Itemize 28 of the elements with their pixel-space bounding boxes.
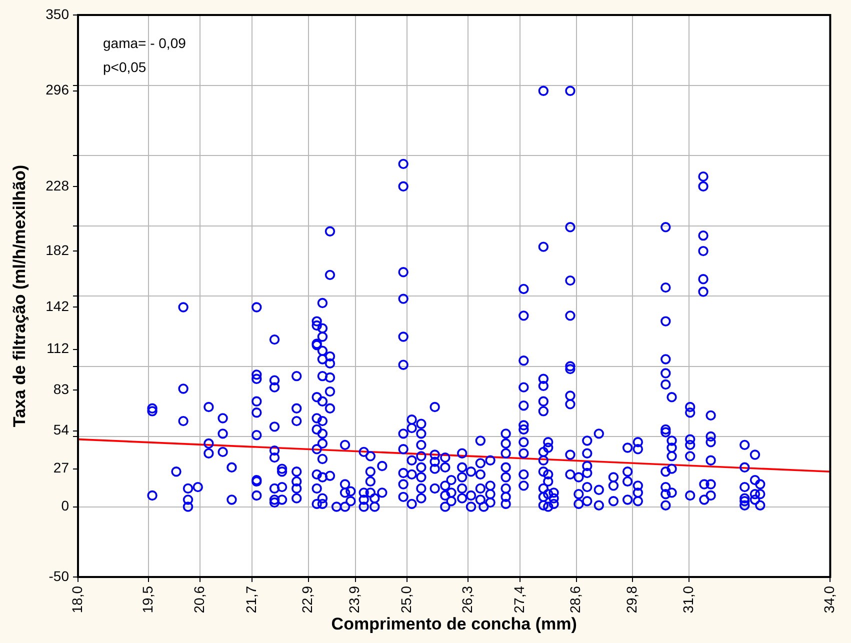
x-tick-label: 31,0	[680, 586, 696, 614]
annotation: p<0,05	[103, 58, 146, 75]
x-tick-label: 34,0	[821, 586, 838, 614]
y-tick-label: 54	[53, 422, 70, 438]
y-tick-label: 142	[46, 298, 70, 314]
y-tick-label: 350	[46, 6, 70, 22]
y-tick-label: 83	[53, 380, 70, 397]
y-tick-label: 182	[46, 242, 70, 258]
x-tick-label: 25,0	[398, 586, 414, 614]
x-tick-label: 26,3	[459, 586, 476, 614]
y-tick-label: 296	[46, 82, 70, 98]
x-tick-label: 23,9	[346, 586, 362, 614]
x-tick-label: 22,9	[299, 586, 316, 614]
y-tick-label: 27	[53, 460, 70, 476]
x-tick-label: 29,8	[624, 586, 640, 614]
y-tick-label: -50	[48, 568, 70, 584]
x-tick-label: 28,6	[567, 586, 584, 614]
x-tick-label: 19,5	[139, 586, 156, 614]
y-tick-label: 228	[46, 177, 70, 194]
annotation: gama= - 0,09	[103, 34, 186, 51]
x-tick-label: 21,7	[242, 586, 259, 614]
y-tick-label: 0	[61, 498, 70, 514]
x-tick-label: 18,0	[68, 586, 85, 614]
x-axis-title: Comprimento de concha (mm)	[331, 614, 577, 634]
x-tick-label: 27,4	[510, 586, 527, 614]
y-tick-label: 112	[46, 340, 70, 356]
y-axis-title: Taxa de filtração (ml/h/mexilhão)	[10, 164, 29, 428]
x-tick-label: 20,6	[191, 586, 208, 614]
